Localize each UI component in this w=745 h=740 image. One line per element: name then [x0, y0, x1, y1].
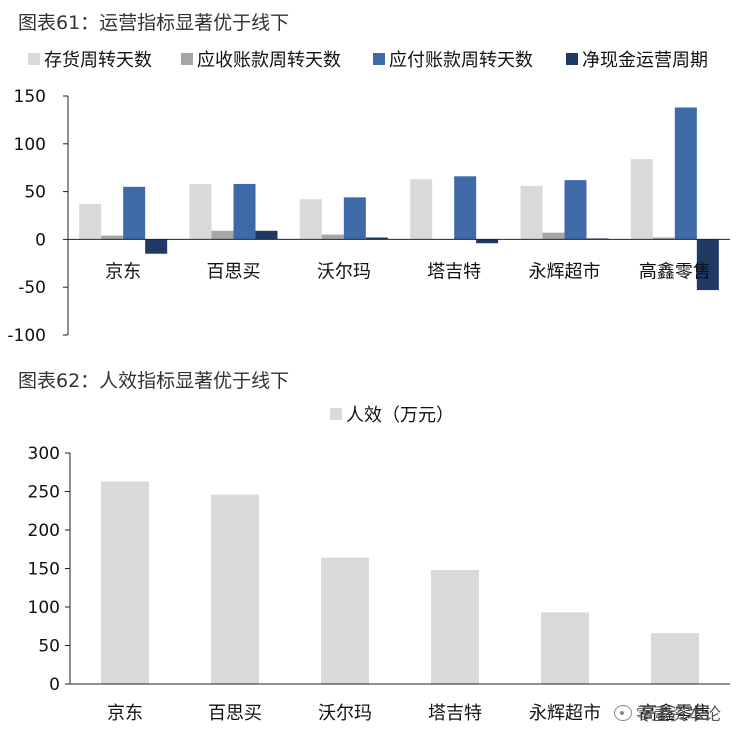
y-tick-label-c2-4: 150 — [28, 560, 60, 580]
y-tick-label-c2-2: 250 — [28, 483, 60, 503]
bar-c2-6 — [651, 633, 699, 684]
bar-c1-s3-4 — [454, 176, 477, 240]
y-tick-label-c2-7: 0 — [49, 675, 60, 695]
bar-c1-s2-1 — [101, 235, 124, 240]
chart2-title: 图表62：人效指标显著优于线下 — [18, 370, 290, 392]
category-label-c1-5: 永辉超市 — [529, 261, 601, 282]
legend-label-2: 应收账款周转天数 — [197, 50, 341, 71]
bar-c1-s1-2 — [189, 183, 212, 240]
legend-label-4: 净现金运营周期 — [582, 50, 708, 71]
y-tick-label-c1-1: 150 — [14, 87, 46, 107]
legend-swatch-3 — [373, 53, 385, 65]
bar-c2-4 — [431, 570, 479, 684]
legend-swatch-2 — [181, 53, 193, 65]
y-tick-label-c1-4: 0 — [35, 230, 46, 250]
wechat-icon — [614, 704, 632, 721]
legend-label-1: 存货周转天数 — [44, 50, 152, 71]
bar-c1-s3-5 — [564, 180, 587, 240]
category-label-c1-1: 京东 — [105, 261, 141, 282]
bar-c1-s2-6 — [652, 237, 675, 240]
bar-c2-2 — [211, 494, 259, 684]
bar-c1-s1-5 — [520, 185, 543, 240]
category-label-c2-5: 永辉超市 — [529, 703, 601, 724]
category-label-c1-6: 高鑫零售 — [639, 261, 711, 282]
y-tick-label-c2-1: 300 — [28, 444, 60, 464]
watermark: 零壹资本论 — [614, 700, 721, 725]
category-label-c2-2: 百思买 — [208, 703, 262, 724]
bar-c1-s3-1 — [123, 186, 146, 240]
bar-c2-3 — [321, 557, 369, 684]
bar-c1-s4-1 — [145, 239, 168, 254]
category-label-c1-2: 百思买 — [207, 261, 261, 282]
chart1-title: 图表61：运营指标显著优于线下 — [18, 12, 290, 34]
bar-c1-s3-6 — [674, 107, 697, 240]
bar-c1-s1-6 — [630, 159, 653, 240]
watermark-text: 零壹资本论 — [636, 705, 721, 725]
category-label-c2-1: 京东 — [107, 703, 143, 724]
y-tick-label-c1-6: -100 — [7, 326, 46, 346]
category-label-c2-4: 塔吉特 — [428, 703, 482, 724]
category-label-c1-3: 沃尔玛 — [317, 261, 371, 282]
bar-c2-1 — [101, 481, 149, 684]
bar-c2-5 — [541, 612, 589, 684]
bar-c1-s4-3 — [365, 237, 388, 240]
bar-c1-s2-5 — [542, 232, 565, 240]
category-label-c1-4: 塔吉特 — [427, 261, 481, 282]
bar-c1-s2-3 — [321, 234, 344, 240]
y-tick-label-c1-5: -50 — [18, 278, 46, 298]
bar-c1-s4-4 — [476, 239, 499, 244]
legend-swatch-c2 — [330, 408, 342, 420]
category-label-c2-6: 高鑫零售 — [639, 703, 711, 724]
y-tick-label-c1-2: 100 — [14, 135, 46, 155]
bar-c1-s4-6 — [696, 239, 719, 291]
category-label-c2-3: 沃尔玛 — [318, 703, 372, 724]
bar-c1-s3-2 — [233, 183, 256, 240]
y-tick-label-c2-3: 200 — [28, 521, 60, 541]
y-tick-label-c2-5: 100 — [28, 598, 60, 618]
bar-c1-s1-3 — [299, 199, 322, 240]
legend-swatch-1 — [28, 53, 40, 65]
bar-c1-s4-2 — [255, 230, 278, 240]
bar-c1-s3-3 — [343, 197, 366, 240]
bar-c1-s1-4 — [410, 179, 433, 240]
legend-label-3: 应付账款周转天数 — [389, 50, 533, 71]
y-tick-label-c2-6: 50 — [38, 637, 60, 657]
legend-label-c2: 人效（万元） — [346, 405, 454, 426]
y-tick-label-c1-3: 50 — [24, 183, 46, 203]
legend-swatch-4 — [566, 53, 578, 65]
bar-c1-s2-2 — [211, 230, 234, 240]
bar-c1-s1-1 — [79, 204, 102, 240]
